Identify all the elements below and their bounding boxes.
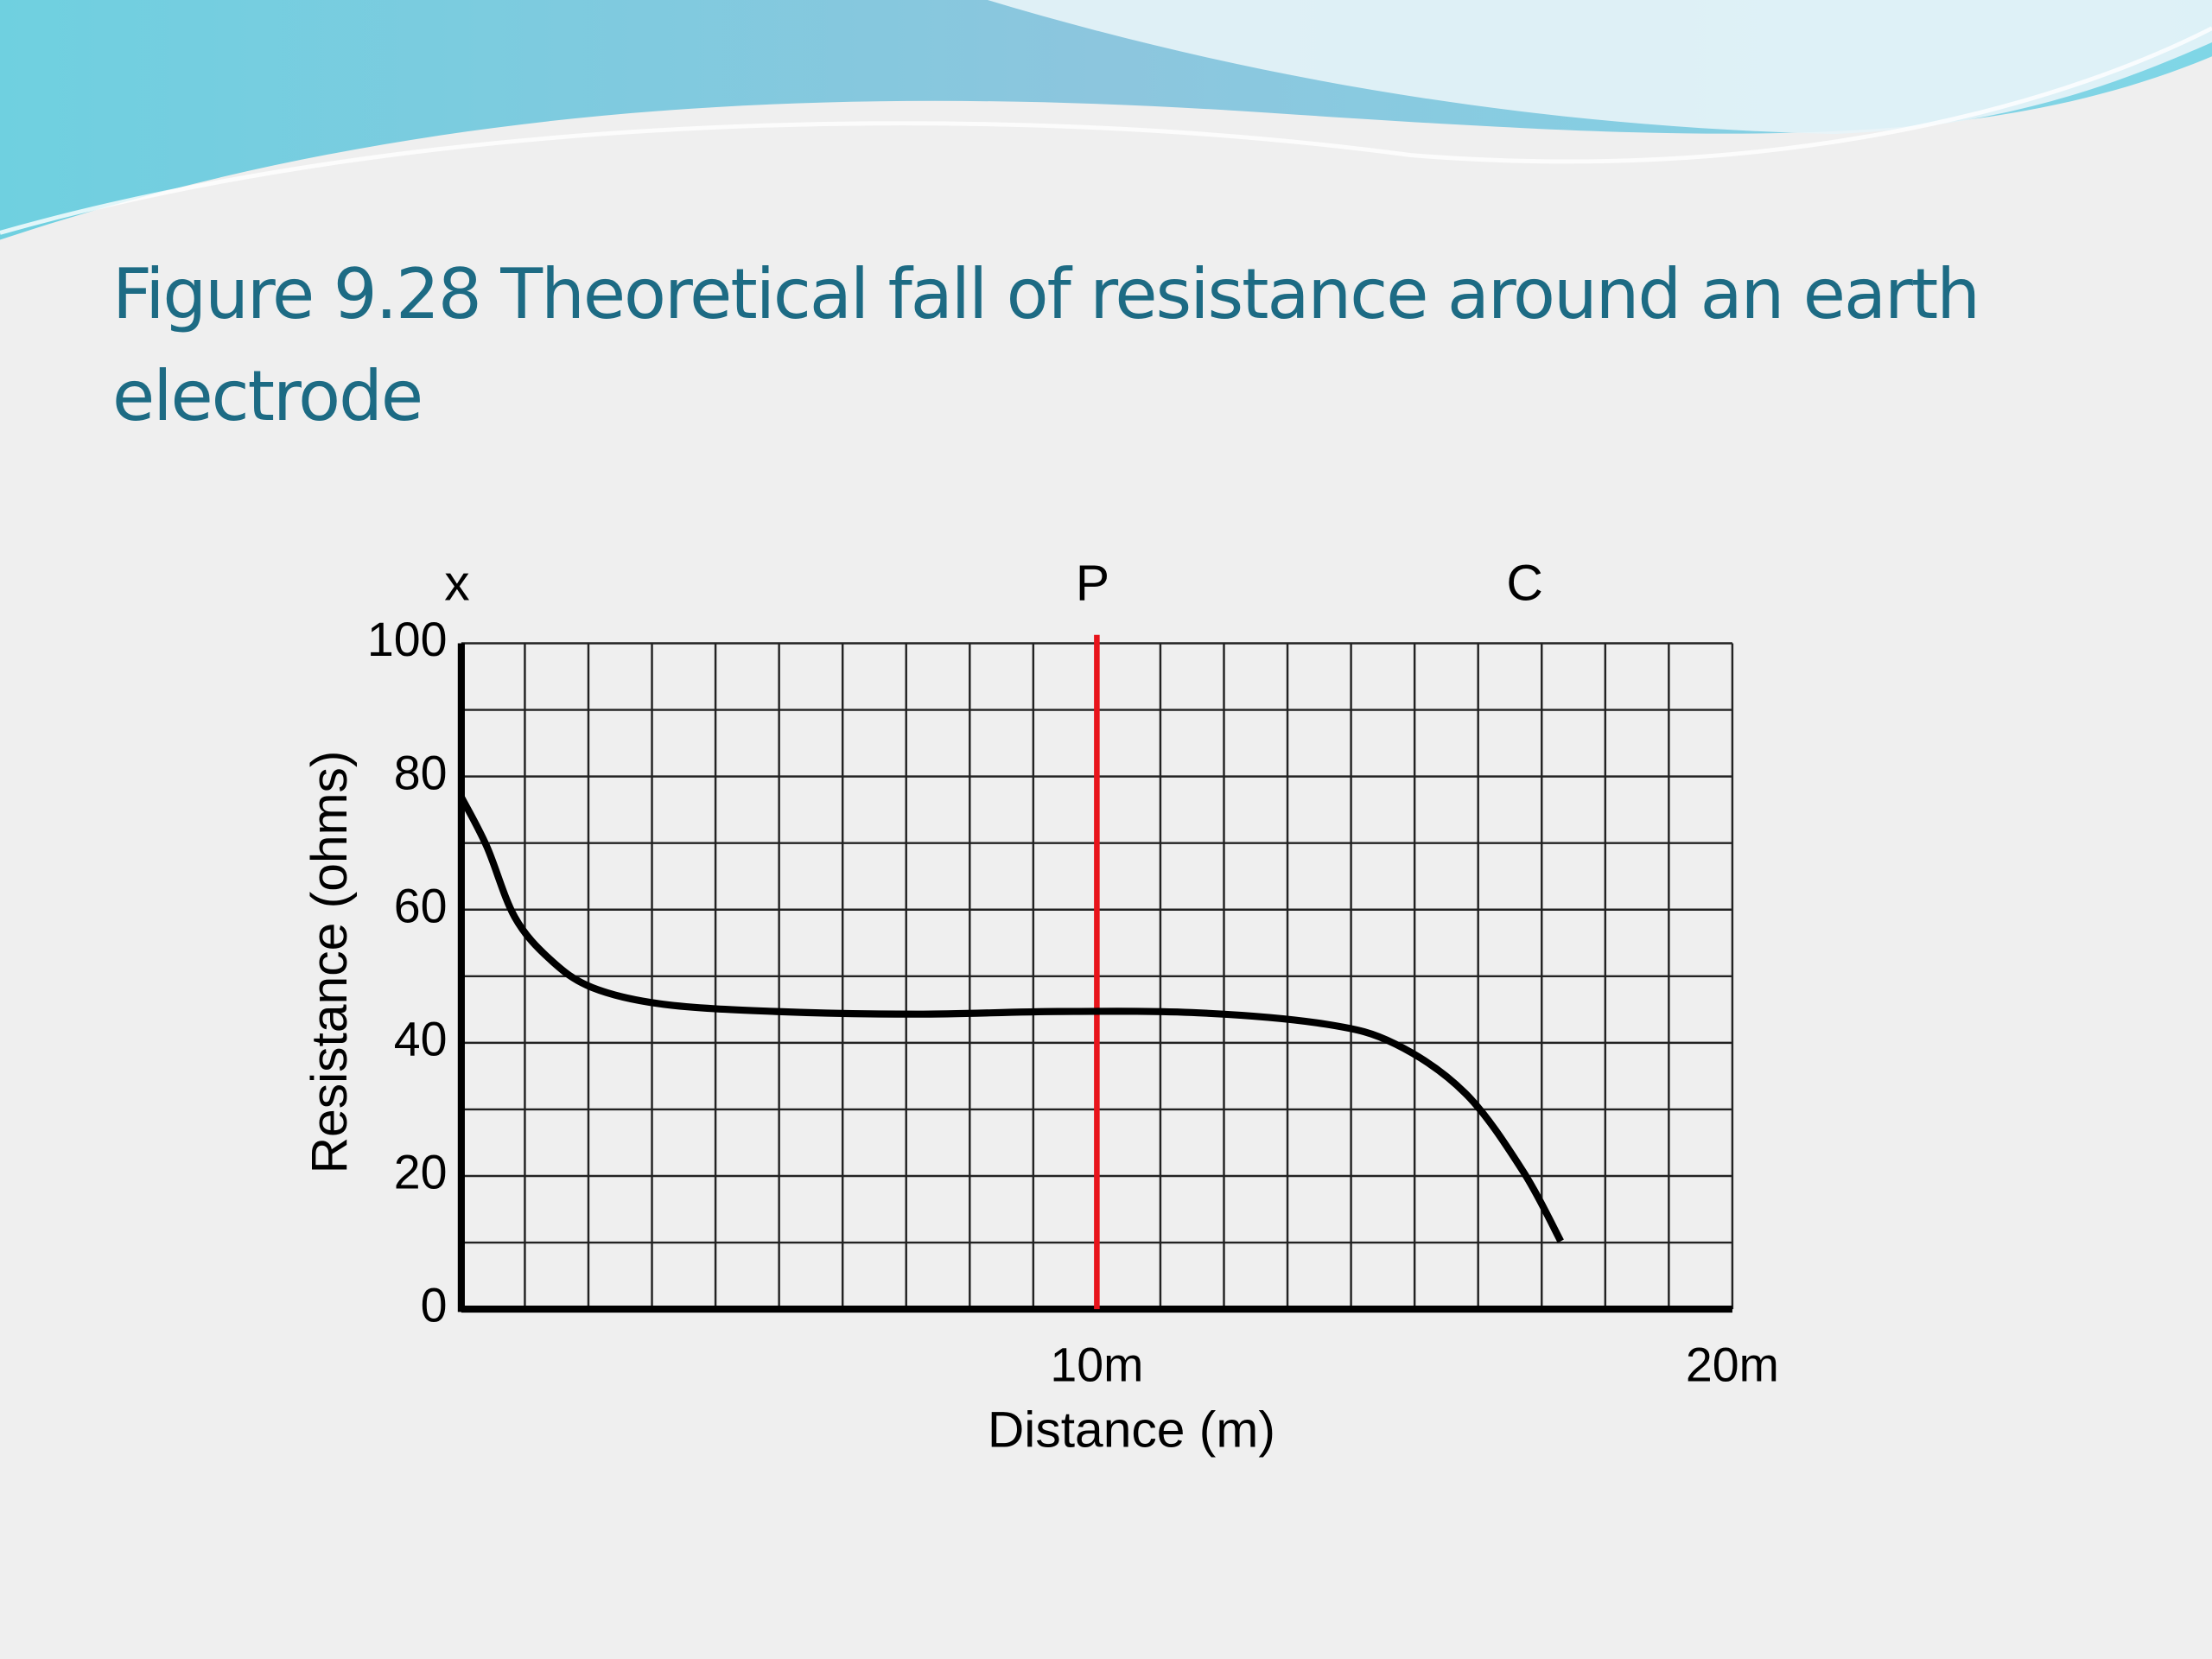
- marker-label: x: [444, 556, 469, 612]
- marker-label: C: [1506, 556, 1542, 612]
- y-tick-label: 20: [394, 1146, 448, 1199]
- x-tick-label: 10m: [1050, 1338, 1143, 1391]
- y-tick-label: 40: [394, 1013, 448, 1066]
- header-swoosh: [0, 26, 2212, 235]
- y-tick-label: 60: [394, 879, 448, 932]
- y-tick-label: 0: [421, 1279, 448, 1332]
- slide-title: Figure 9.28 Theoretical fall of resistan…: [112, 254, 1980, 436]
- x-axis-label: Distance (m): [988, 1402, 1275, 1458]
- y-axis-label: Resistance (ohms): [302, 751, 358, 1174]
- header-wave-light: [987, 0, 2212, 135]
- y-tick-label: 100: [367, 613, 448, 666]
- x-tick-label: 20m: [1686, 1338, 1779, 1391]
- y-tick-label: 80: [394, 746, 448, 799]
- marker-label: P: [1076, 556, 1109, 612]
- data-line: [458, 795, 1564, 1243]
